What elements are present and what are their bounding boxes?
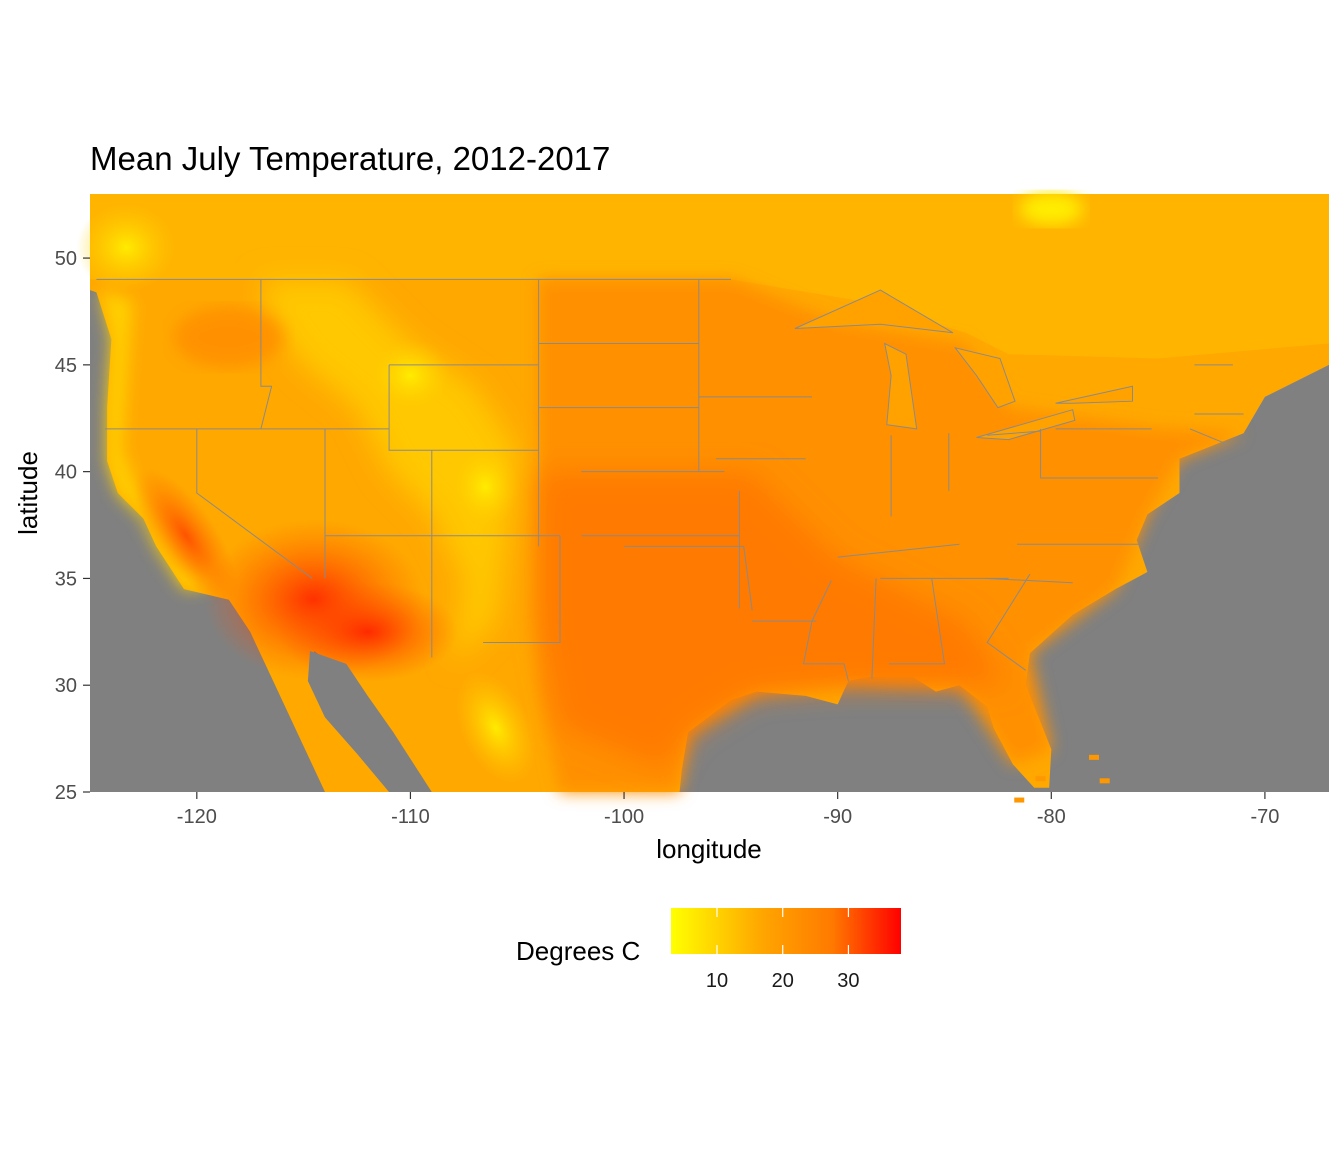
state-border-36: [802, 580, 849, 682]
x-axis-title: longitude: [656, 834, 762, 864]
y-axis: 25 30 35 40 45 50: [55, 248, 90, 804]
central-valley-hot: [134, 467, 239, 604]
yellowstone-cool: [370, 339, 451, 412]
y-axis-title: latitude: [13, 451, 43, 535]
y-tick-label: 25: [55, 782, 77, 804]
rockies-cool: [260, 279, 518, 664]
y-tick-label: 30: [55, 675, 77, 697]
lake-4: [1055, 385, 1133, 404]
lake-3: [976, 409, 1076, 441]
state-border-29: [987, 430, 1041, 436]
pacific-coast-cool: [100, 290, 208, 590]
x-tick-label: -100: [604, 806, 644, 828]
lake-0: [794, 289, 954, 334]
island-2: [1089, 754, 1100, 760]
lake-1: [884, 342, 918, 430]
state-border-5: [388, 364, 539, 451]
legend-colorbar: [671, 908, 901, 954]
state-border-15: [624, 545, 753, 611]
lake-2: [953, 346, 1016, 409]
island-1: [1035, 776, 1046, 782]
temperature-raster: [76, 192, 1329, 803]
x-axis: -120 -110 -100 -90 -80 -70: [177, 792, 1279, 828]
state-border-33: [1189, 428, 1227, 445]
island-0: [1014, 797, 1025, 803]
legend: 10 20 30: [671, 908, 901, 992]
state-border-20: [837, 543, 960, 558]
bc-coast-cool: [76, 202, 177, 293]
x-tick-label: -80: [1037, 806, 1066, 828]
y-tick-label: 45: [55, 355, 77, 377]
sierra-madre-cool: [455, 671, 537, 785]
legend-title: Degrees C: [516, 936, 641, 966]
colorado-cool: [451, 446, 520, 527]
x-tick-label: -90: [823, 806, 852, 828]
chart-title: Mean July Temperature, 2012-2017: [90, 140, 611, 177]
canada-band: [90, 194, 1329, 359]
state-border-2: [196, 428, 313, 579]
state-border-3: [260, 279, 273, 430]
x-tick-label: -70: [1250, 806, 1279, 828]
y-tick-label: 35: [55, 568, 77, 590]
state-border-24: [888, 578, 946, 665]
island-3: [1099, 778, 1110, 784]
y-tick-label: 50: [55, 248, 77, 270]
columbia-basin-warm: [173, 307, 284, 368]
hudson-cool-spot: [1019, 192, 1084, 225]
sonoran-hot: [277, 581, 458, 682]
legend-tick-label: 10: [706, 970, 728, 992]
x-tick-label: -120: [177, 806, 217, 828]
state-border-34: [985, 577, 1073, 584]
state-border-27: [1040, 428, 1159, 479]
gulf-of-california: [307, 651, 422, 792]
x-tick-label: -110: [391, 806, 430, 828]
state-border-23: [871, 578, 877, 679]
state-border-10: [483, 535, 561, 643]
legend-tick-label: 20: [772, 970, 794, 992]
legend-ticks: 10 20 30: [706, 908, 860, 992]
y-tick-label: 40: [55, 462, 77, 484]
legend-tick-label: 30: [837, 970, 859, 992]
state-border-35: [986, 573, 1031, 671]
